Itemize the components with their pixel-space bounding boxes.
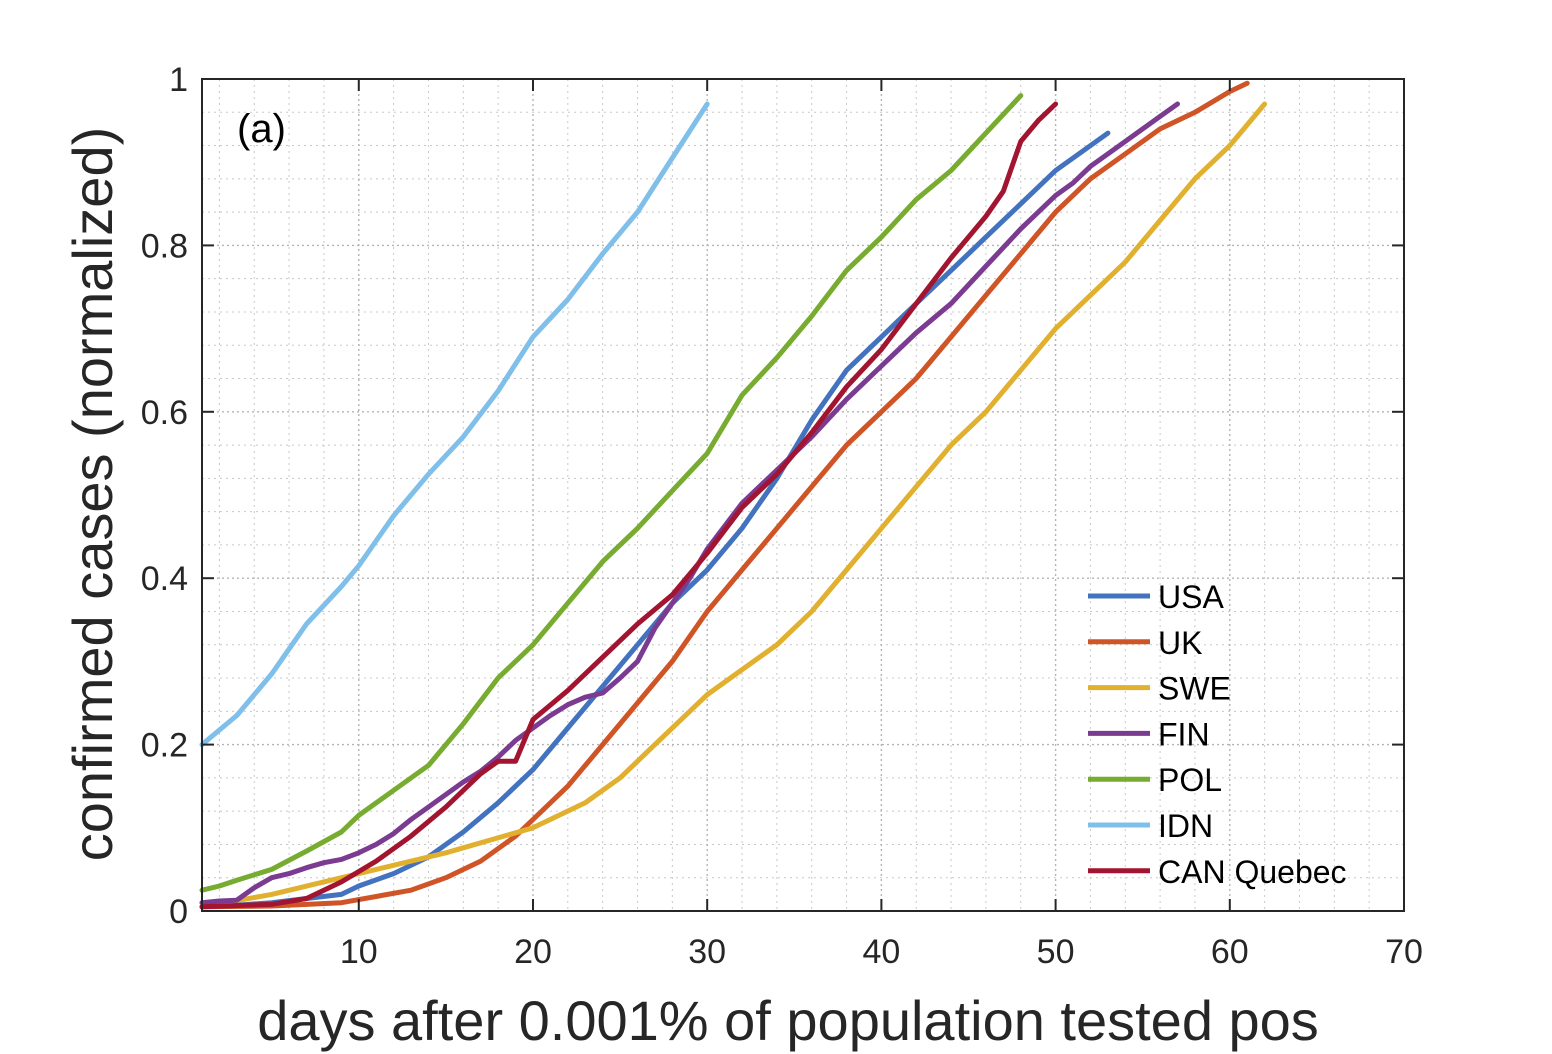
y-tick-label: 1: [169, 61, 188, 99]
legend-label-uk: UK: [1158, 625, 1202, 661]
minor-grid: [202, 79, 1404, 911]
major-grid: [202, 79, 1404, 911]
x-tick-label: 10: [340, 933, 378, 971]
series-line-can-quebec: [199, 101, 1059, 910]
x-axis-title: days after 0.001% of population tested p…: [257, 989, 1319, 1052]
legend-label-pol: POL: [1158, 762, 1222, 798]
series-line-pol: [199, 93, 1024, 893]
legend-label-can-quebec: CAN Quebec: [1158, 854, 1347, 890]
series-line-usa: [199, 130, 1111, 910]
legend-label-swe: SWE: [1158, 671, 1231, 707]
y-tick-label: 0.4: [141, 560, 188, 598]
x-tick-label: 70: [1385, 933, 1423, 971]
series-line-swe: [199, 101, 1268, 910]
y-tick-label: 0.2: [141, 727, 188, 765]
y-axis-title: confirmed cases (normalized): [61, 127, 124, 861]
y-tick-label: 0.6: [141, 394, 188, 432]
x-tick-label: 40: [862, 933, 900, 971]
series-line-uk: [199, 80, 1250, 910]
plot-frame: [201, 78, 1405, 912]
series-layer: [199, 80, 1268, 910]
series-line-fin: [199, 101, 1180, 906]
axis-ticks: [202, 78, 1405, 912]
x-tick-label: 20: [514, 933, 552, 971]
series-line-idn: [199, 101, 710, 748]
legend: USA UK SWE FIN POL IDN CAN Quebec: [1088, 579, 1347, 890]
y-tick-label: 0: [169, 893, 188, 931]
legend-label-fin: FIN: [1158, 716, 1210, 752]
x-tick-label: 50: [1037, 933, 1075, 971]
panel-label: (a): [237, 107, 286, 151]
x-tick-label: 60: [1211, 933, 1249, 971]
axis-tick-labels: 10 20 30 40 50 60 70 0 0.2 0.4 0.6 0.8 1: [141, 61, 1423, 971]
legend-label-idn: IDN: [1158, 808, 1213, 844]
y-tick-label: 0.8: [141, 227, 188, 265]
x-tick-label: 30: [688, 933, 726, 971]
legend-label-usa: USA: [1158, 579, 1224, 615]
